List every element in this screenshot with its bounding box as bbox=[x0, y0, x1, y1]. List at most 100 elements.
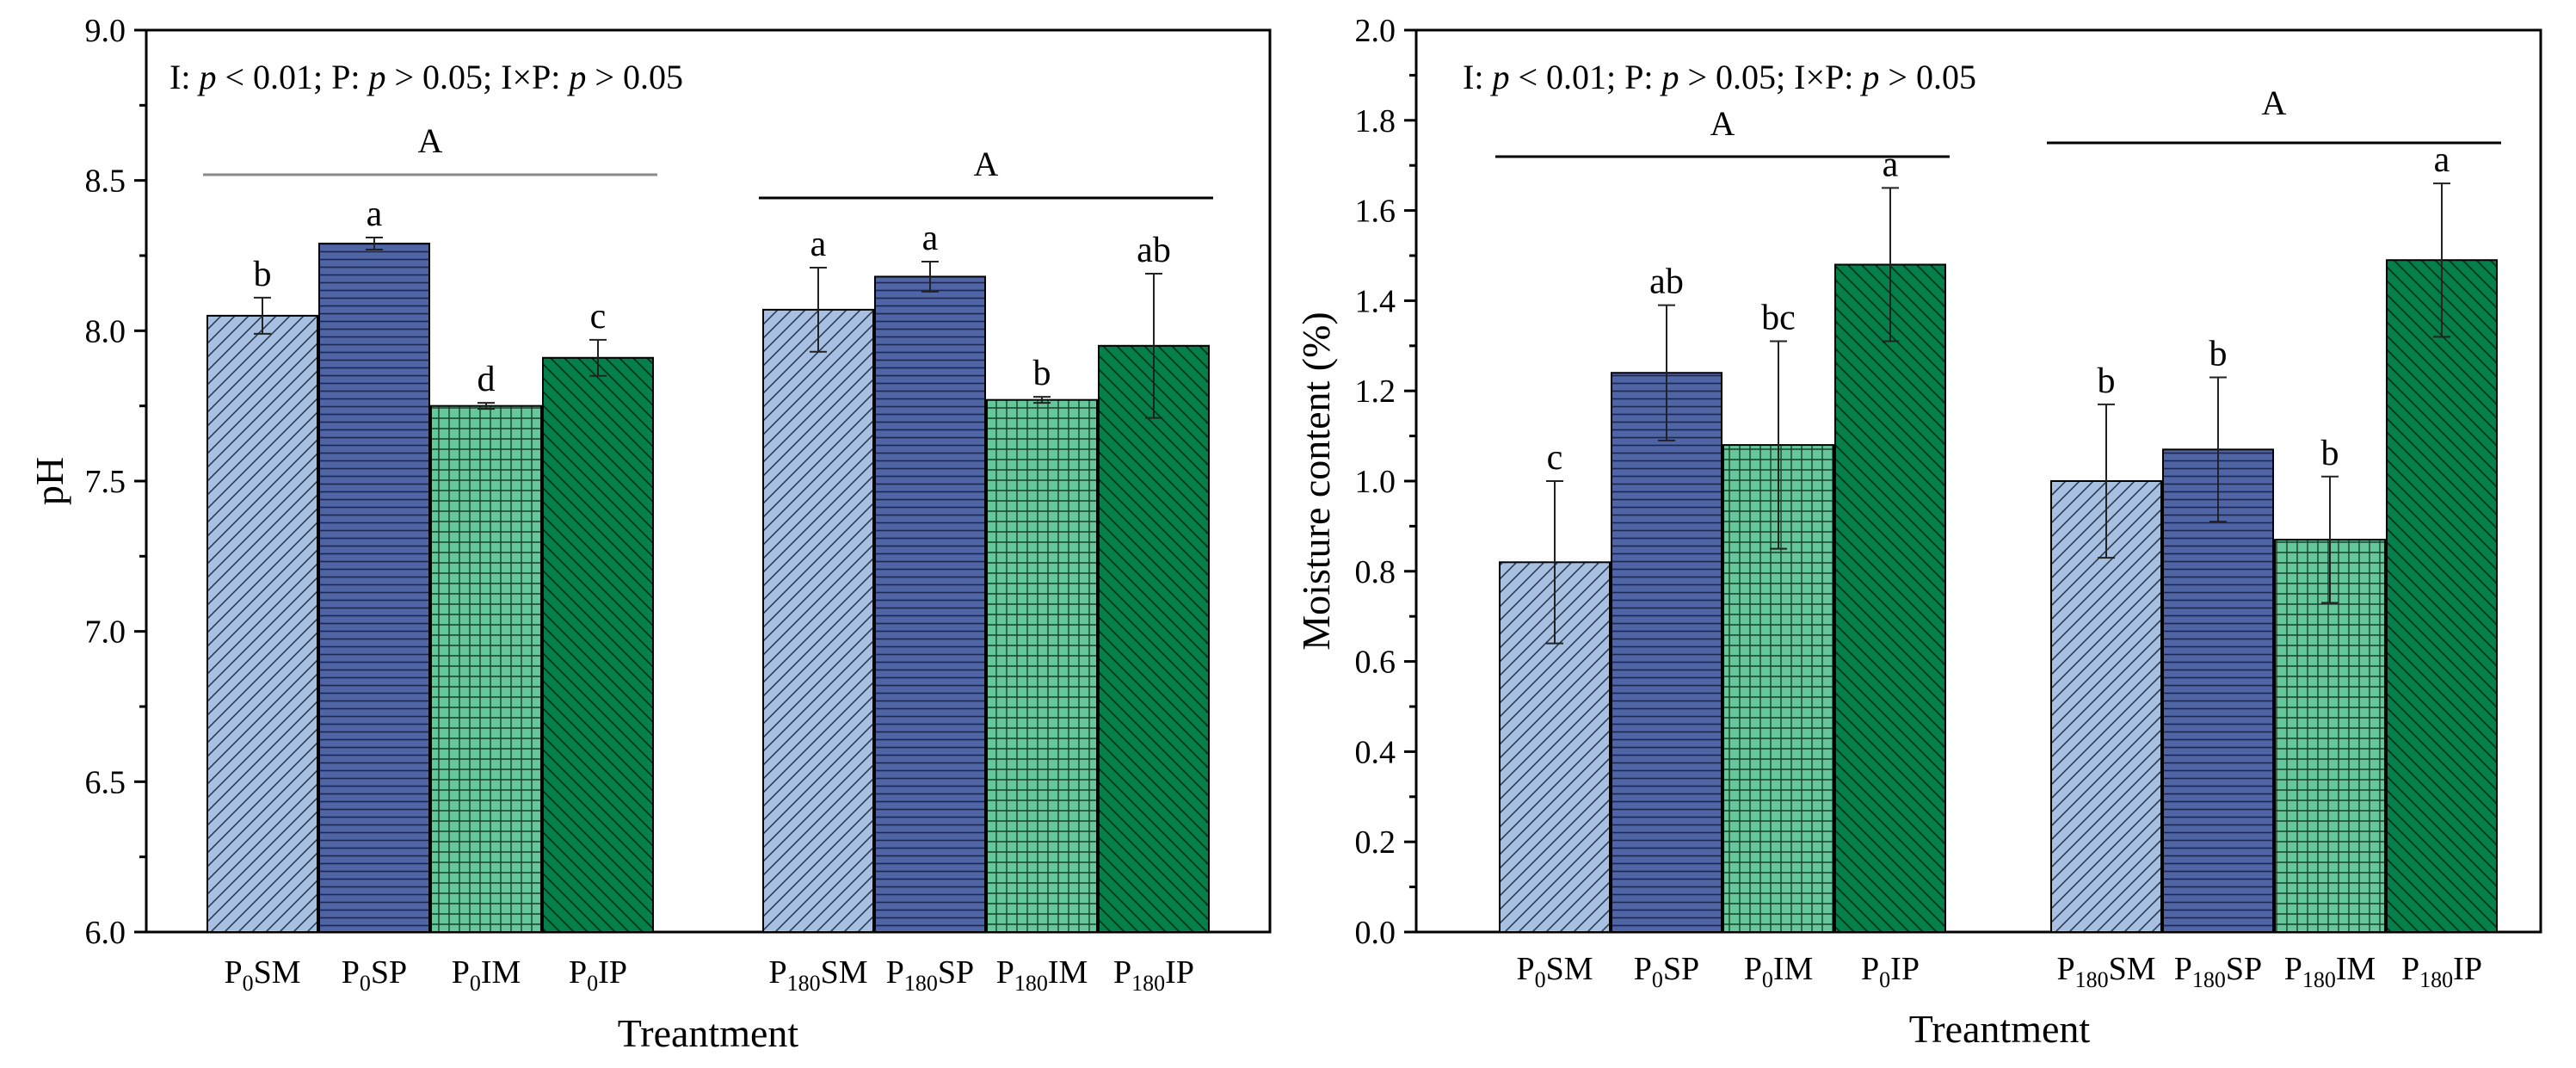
ph-error-bar bbox=[921, 260, 939, 293]
ph-y-tick-label: 8.0 bbox=[85, 313, 126, 349]
ph-error-bar bbox=[254, 296, 271, 335]
moisture-bar-ip-180 bbox=[2386, 259, 2498, 933]
ph-category-label: P180SP bbox=[886, 954, 974, 996]
moisture-y-tick-label: 0.0 bbox=[1355, 915, 1396, 951]
moisture-category-label: P180IP bbox=[2401, 951, 2482, 992]
ph-significance-letter: b bbox=[1033, 354, 1051, 393]
ph-error-bar bbox=[810, 266, 827, 353]
moisture-category-label: P0SM bbox=[1516, 951, 1593, 992]
moisture-group-letter: A bbox=[2262, 83, 2287, 122]
ph-category-label: P0IM bbox=[452, 954, 521, 996]
ph-x-axis-title: Treantment bbox=[618, 1011, 799, 1055]
ph-category-label: P180IP bbox=[1113, 954, 1194, 996]
ph-bar-sm-180 bbox=[762, 308, 874, 933]
ph-bar-ip-180 bbox=[1098, 344, 1210, 933]
ph-significance-letter: b bbox=[254, 255, 272, 294]
moisture-bar-im-180 bbox=[2274, 539, 2386, 933]
ph-bar-ip-0 bbox=[542, 356, 654, 934]
moisture-significance-letter: a bbox=[1883, 145, 1899, 184]
ph-significance-letter: ab bbox=[1137, 231, 1171, 270]
moisture-y-axis-title: Moisture content (%) bbox=[1294, 312, 1338, 650]
ph-stats-annotation: I: p < 0.01; P: p > 0.05; I×P: p > 0.05 bbox=[169, 58, 683, 96]
moisture-error-bar bbox=[1658, 304, 1675, 441]
moisture-y-tick-label: 1.2 bbox=[1355, 373, 1396, 410]
ph-error-bar bbox=[366, 237, 383, 251]
ph-y-ticks: 6.0 6.5 7.0 7.5 8.0 8.5 9.0 bbox=[85, 13, 146, 951]
ph-y-tick-label: 6.5 bbox=[85, 764, 126, 800]
moisture-significance-letter: a bbox=[2434, 140, 2450, 180]
moisture-category-labels: P0SM P0SP P0IM P0IP P180SM P180SP P180IM P180IP bbox=[1516, 951, 2482, 992]
ph-error-bar bbox=[1033, 396, 1051, 404]
ph-y-tick-label: 7.5 bbox=[85, 464, 126, 500]
moisture-group-lines: AA bbox=[1495, 83, 2501, 158]
ph-error-bar bbox=[1145, 272, 1162, 419]
moisture-category-label: P180SP bbox=[2174, 951, 2262, 992]
moisture-significance-letter: ab bbox=[1649, 262, 1684, 302]
moisture-y-tick-label: 1.0 bbox=[1355, 464, 1396, 500]
moisture-error-bar bbox=[1882, 187, 1899, 343]
moisture-category-label: P0SP bbox=[1634, 951, 1699, 992]
moisture-y-tick-label: 0.8 bbox=[1355, 554, 1396, 590]
moisture-y-ticks: 0.0 0.2 0.4 0.6 0.8 1.0 1.2 1.4 1.6 1.8 2.0 bbox=[1355, 13, 1416, 951]
ph-group-letter: A bbox=[974, 145, 999, 183]
ph-category-labels: P0SM P0SP P0IM P0IP P180SM P180SP P180IM P180IP bbox=[224, 954, 1194, 996]
moisture-error-bar bbox=[1770, 340, 1787, 550]
ph-category-label: P0IP bbox=[569, 954, 627, 996]
moisture-significance-letter: bc bbox=[1761, 299, 1796, 338]
moisture-category-label: P0IP bbox=[1861, 951, 1920, 992]
ph-category-label: P180IM bbox=[996, 954, 1088, 996]
ph-y-tick-label: 9.0 bbox=[85, 13, 126, 49]
ph-y-axis-title: pH bbox=[28, 457, 71, 505]
moisture-y-tick-label: 1.6 bbox=[1355, 194, 1396, 230]
ph-significance-letter: a bbox=[810, 225, 827, 264]
moisture-significance-letter: b bbox=[2098, 361, 2116, 401]
ph-bar-sm-0 bbox=[206, 314, 318, 934]
ph-significance-letter: a bbox=[367, 194, 383, 234]
ph-significance-letter: a bbox=[922, 219, 939, 258]
ph-category-label: P0SP bbox=[342, 954, 407, 996]
ph-bar-sp-180 bbox=[874, 275, 986, 934]
ph-bar-sp-0 bbox=[318, 243, 430, 933]
moisture-category-label: P180SM bbox=[2056, 951, 2155, 992]
ph-significance-letter: d bbox=[478, 360, 496, 399]
moisture-y-tick-label: 2.0 bbox=[1355, 13, 1396, 49]
ph-y-tick-label: 6.0 bbox=[85, 915, 126, 951]
moisture-error-bar bbox=[2321, 475, 2339, 604]
ph-chart: I: p < 0.01; P: p > 0.05; I×P: p > 0.05 … bbox=[28, 13, 1272, 1055]
moisture-chart: I: p < 0.01; P: p > 0.05; I×P: p > 0.05 … bbox=[1294, 13, 2542, 1051]
moisture-bar-sp-0 bbox=[1611, 372, 1722, 933]
moisture-significance-letter: c bbox=[1547, 438, 1563, 478]
moisture-error-bar bbox=[2209, 376, 2227, 523]
ph-significance-letter: c bbox=[590, 297, 607, 336]
ph-y-tick-label: 8.5 bbox=[85, 164, 126, 200]
ph-group-letter: A bbox=[418, 121, 443, 160]
moisture-bar-sp-180 bbox=[2162, 448, 2274, 933]
ph-bar-im-180 bbox=[986, 398, 1098, 933]
ph-y-tick-label: 7.0 bbox=[85, 614, 126, 651]
moisture-error-bar bbox=[1546, 480, 1563, 645]
moisture-category-label: P180IM bbox=[2284, 951, 2376, 992]
moisture-stats-annotation: I: p < 0.01; P: p > 0.05; I×P: p > 0.05 bbox=[1463, 58, 1976, 96]
ph-category-label: P0SM bbox=[224, 954, 300, 996]
moisture-group-letter: A bbox=[1710, 104, 1735, 143]
moisture-y-tick-label: 0.2 bbox=[1355, 824, 1396, 861]
moisture-x-axis-title: Treantment bbox=[1909, 1007, 2091, 1051]
moisture-y-tick-label: 0.4 bbox=[1355, 734, 1396, 770]
ph-category-label: P180SM bbox=[768, 954, 867, 996]
ph-error-bar bbox=[589, 338, 607, 377]
ph-bar-im-0 bbox=[430, 404, 542, 933]
moisture-y-tick-label: 1.8 bbox=[1355, 103, 1396, 139]
moisture-bar-sm-180 bbox=[2050, 480, 2162, 933]
ph-error-bar bbox=[478, 402, 495, 411]
moisture-category-label: P0IM bbox=[1744, 951, 1814, 992]
moisture-error-bar bbox=[2433, 182, 2450, 338]
moisture-significance-letter: b bbox=[2209, 334, 2228, 373]
moisture-y-tick-label: 0.6 bbox=[1355, 645, 1396, 681]
moisture-error-bar bbox=[2098, 403, 2115, 559]
moisture-significance-letter: b bbox=[2321, 434, 2339, 473]
moisture-bar-ip-0 bbox=[1834, 263, 1946, 934]
ph-group-lines: AA bbox=[203, 121, 1213, 200]
